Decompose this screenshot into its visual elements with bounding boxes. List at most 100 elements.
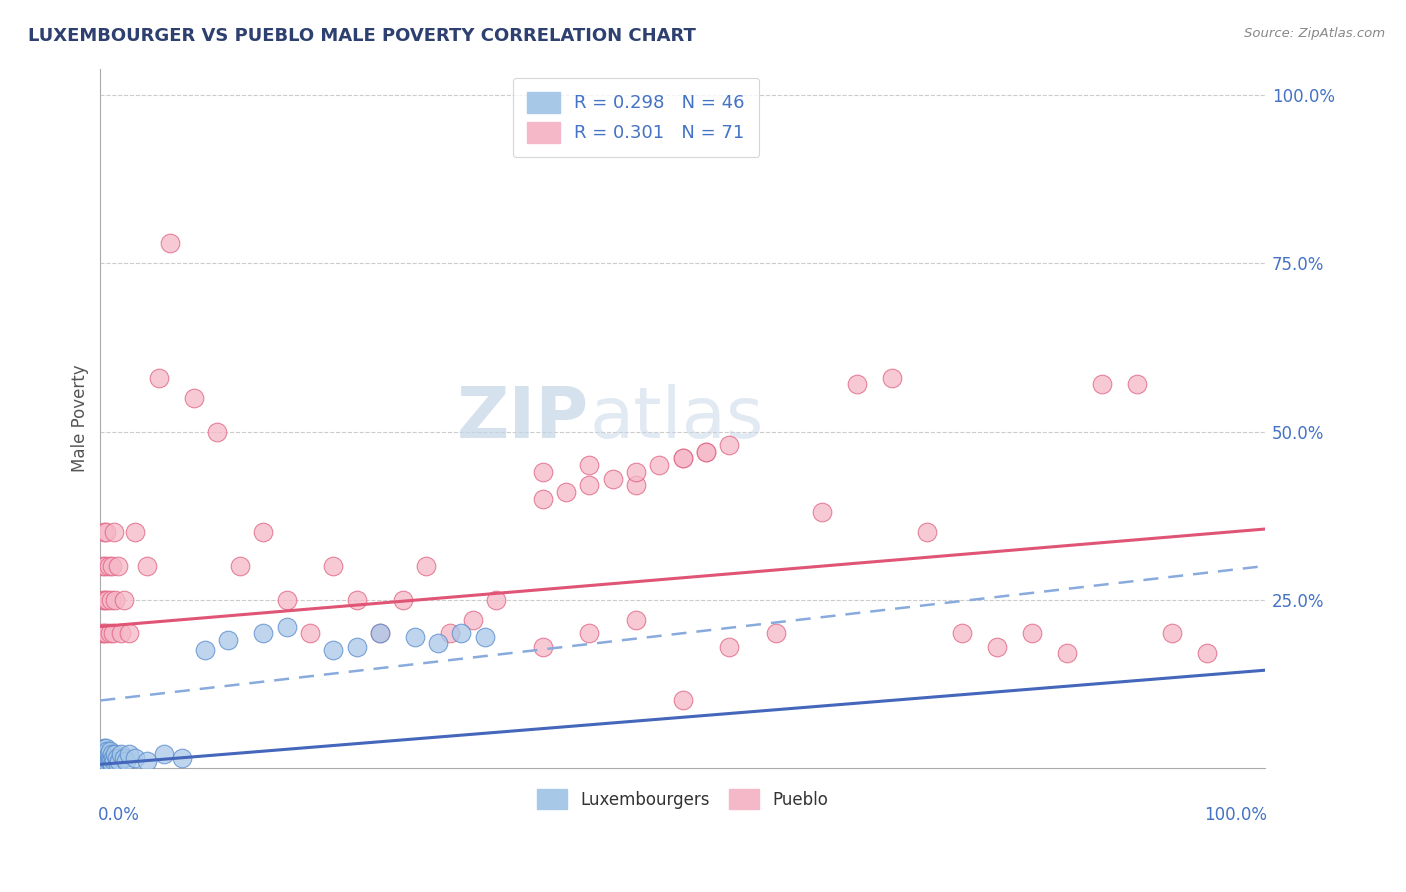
Point [96,744,118,758]
Point [107,559,129,574]
Point [93,744,115,758]
Point [205,425,228,439]
Point [276,619,298,633]
Point [93,626,115,640]
Point [96,740,118,755]
Point [368,626,391,640]
Point [98,626,121,640]
Text: ZIP: ZIP [457,384,589,452]
Point [97,559,120,574]
Point [94,757,117,772]
Point [91,750,114,764]
Point [94,592,117,607]
Point [93,525,115,540]
Point [531,640,554,654]
Point [346,592,368,607]
Text: 0.0%: 0.0% [98,806,141,824]
Point [90,626,112,640]
Legend: Luxembourgers, Pueblo: Luxembourgers, Pueblo [530,782,835,815]
Point [846,377,869,392]
Point [252,626,274,640]
Point [90,757,112,772]
Point [115,754,138,768]
Point [322,559,344,574]
Point [1160,626,1182,640]
Point [94,559,117,574]
Point [718,640,741,654]
Point [100,592,122,607]
Point [170,750,193,764]
Point [602,472,624,486]
Point [110,747,132,762]
Point [392,592,415,607]
Point [98,744,121,758]
Point [101,747,124,762]
Point [415,559,437,574]
Point [252,525,274,540]
Point [368,626,391,640]
Point [986,640,1008,654]
Point [531,491,554,506]
Point [1125,377,1147,392]
Point [765,626,787,640]
Point [91,754,114,768]
Text: 100.0%: 100.0% [1204,806,1267,824]
Point [1195,647,1218,661]
Point [118,626,141,640]
Point [322,643,344,657]
Point [101,750,124,764]
Point [100,754,122,768]
Point [217,632,239,647]
Point [811,505,834,519]
Point [718,438,741,452]
Point [624,478,647,492]
Point [882,371,904,385]
Text: atlas: atlas [589,384,763,452]
Point [950,626,973,640]
Point [105,750,128,764]
Point [96,592,118,607]
Point [555,485,578,500]
Point [124,525,146,540]
Point [153,747,176,762]
Point [298,626,321,640]
Point [97,747,120,762]
Point [101,559,124,574]
Point [103,525,125,540]
Point [648,458,671,472]
Point [439,626,461,640]
Point [110,626,132,640]
Point [276,592,298,607]
Point [578,478,600,492]
Point [104,747,127,762]
Point [624,465,647,479]
Point [94,747,117,762]
Point [112,592,135,607]
Point [91,559,114,574]
Point [93,740,115,755]
Point [91,592,114,607]
Point [229,559,252,574]
Point [1056,647,1078,661]
Point [108,754,131,768]
Point [97,754,120,768]
Point [671,451,693,466]
Point [148,371,170,385]
Point [112,750,135,764]
Y-axis label: Male Poverty: Male Poverty [72,364,89,472]
Point [118,747,141,762]
Point [107,757,129,772]
Point [136,559,159,574]
Point [103,754,125,768]
Point [1091,377,1114,392]
Point [450,626,472,640]
Point [96,747,118,762]
Point [404,630,426,644]
Point [624,613,647,627]
Point [93,747,115,762]
Point [183,391,205,405]
Point [915,525,938,540]
Point [485,592,508,607]
Point [94,750,117,764]
Point [159,236,181,251]
